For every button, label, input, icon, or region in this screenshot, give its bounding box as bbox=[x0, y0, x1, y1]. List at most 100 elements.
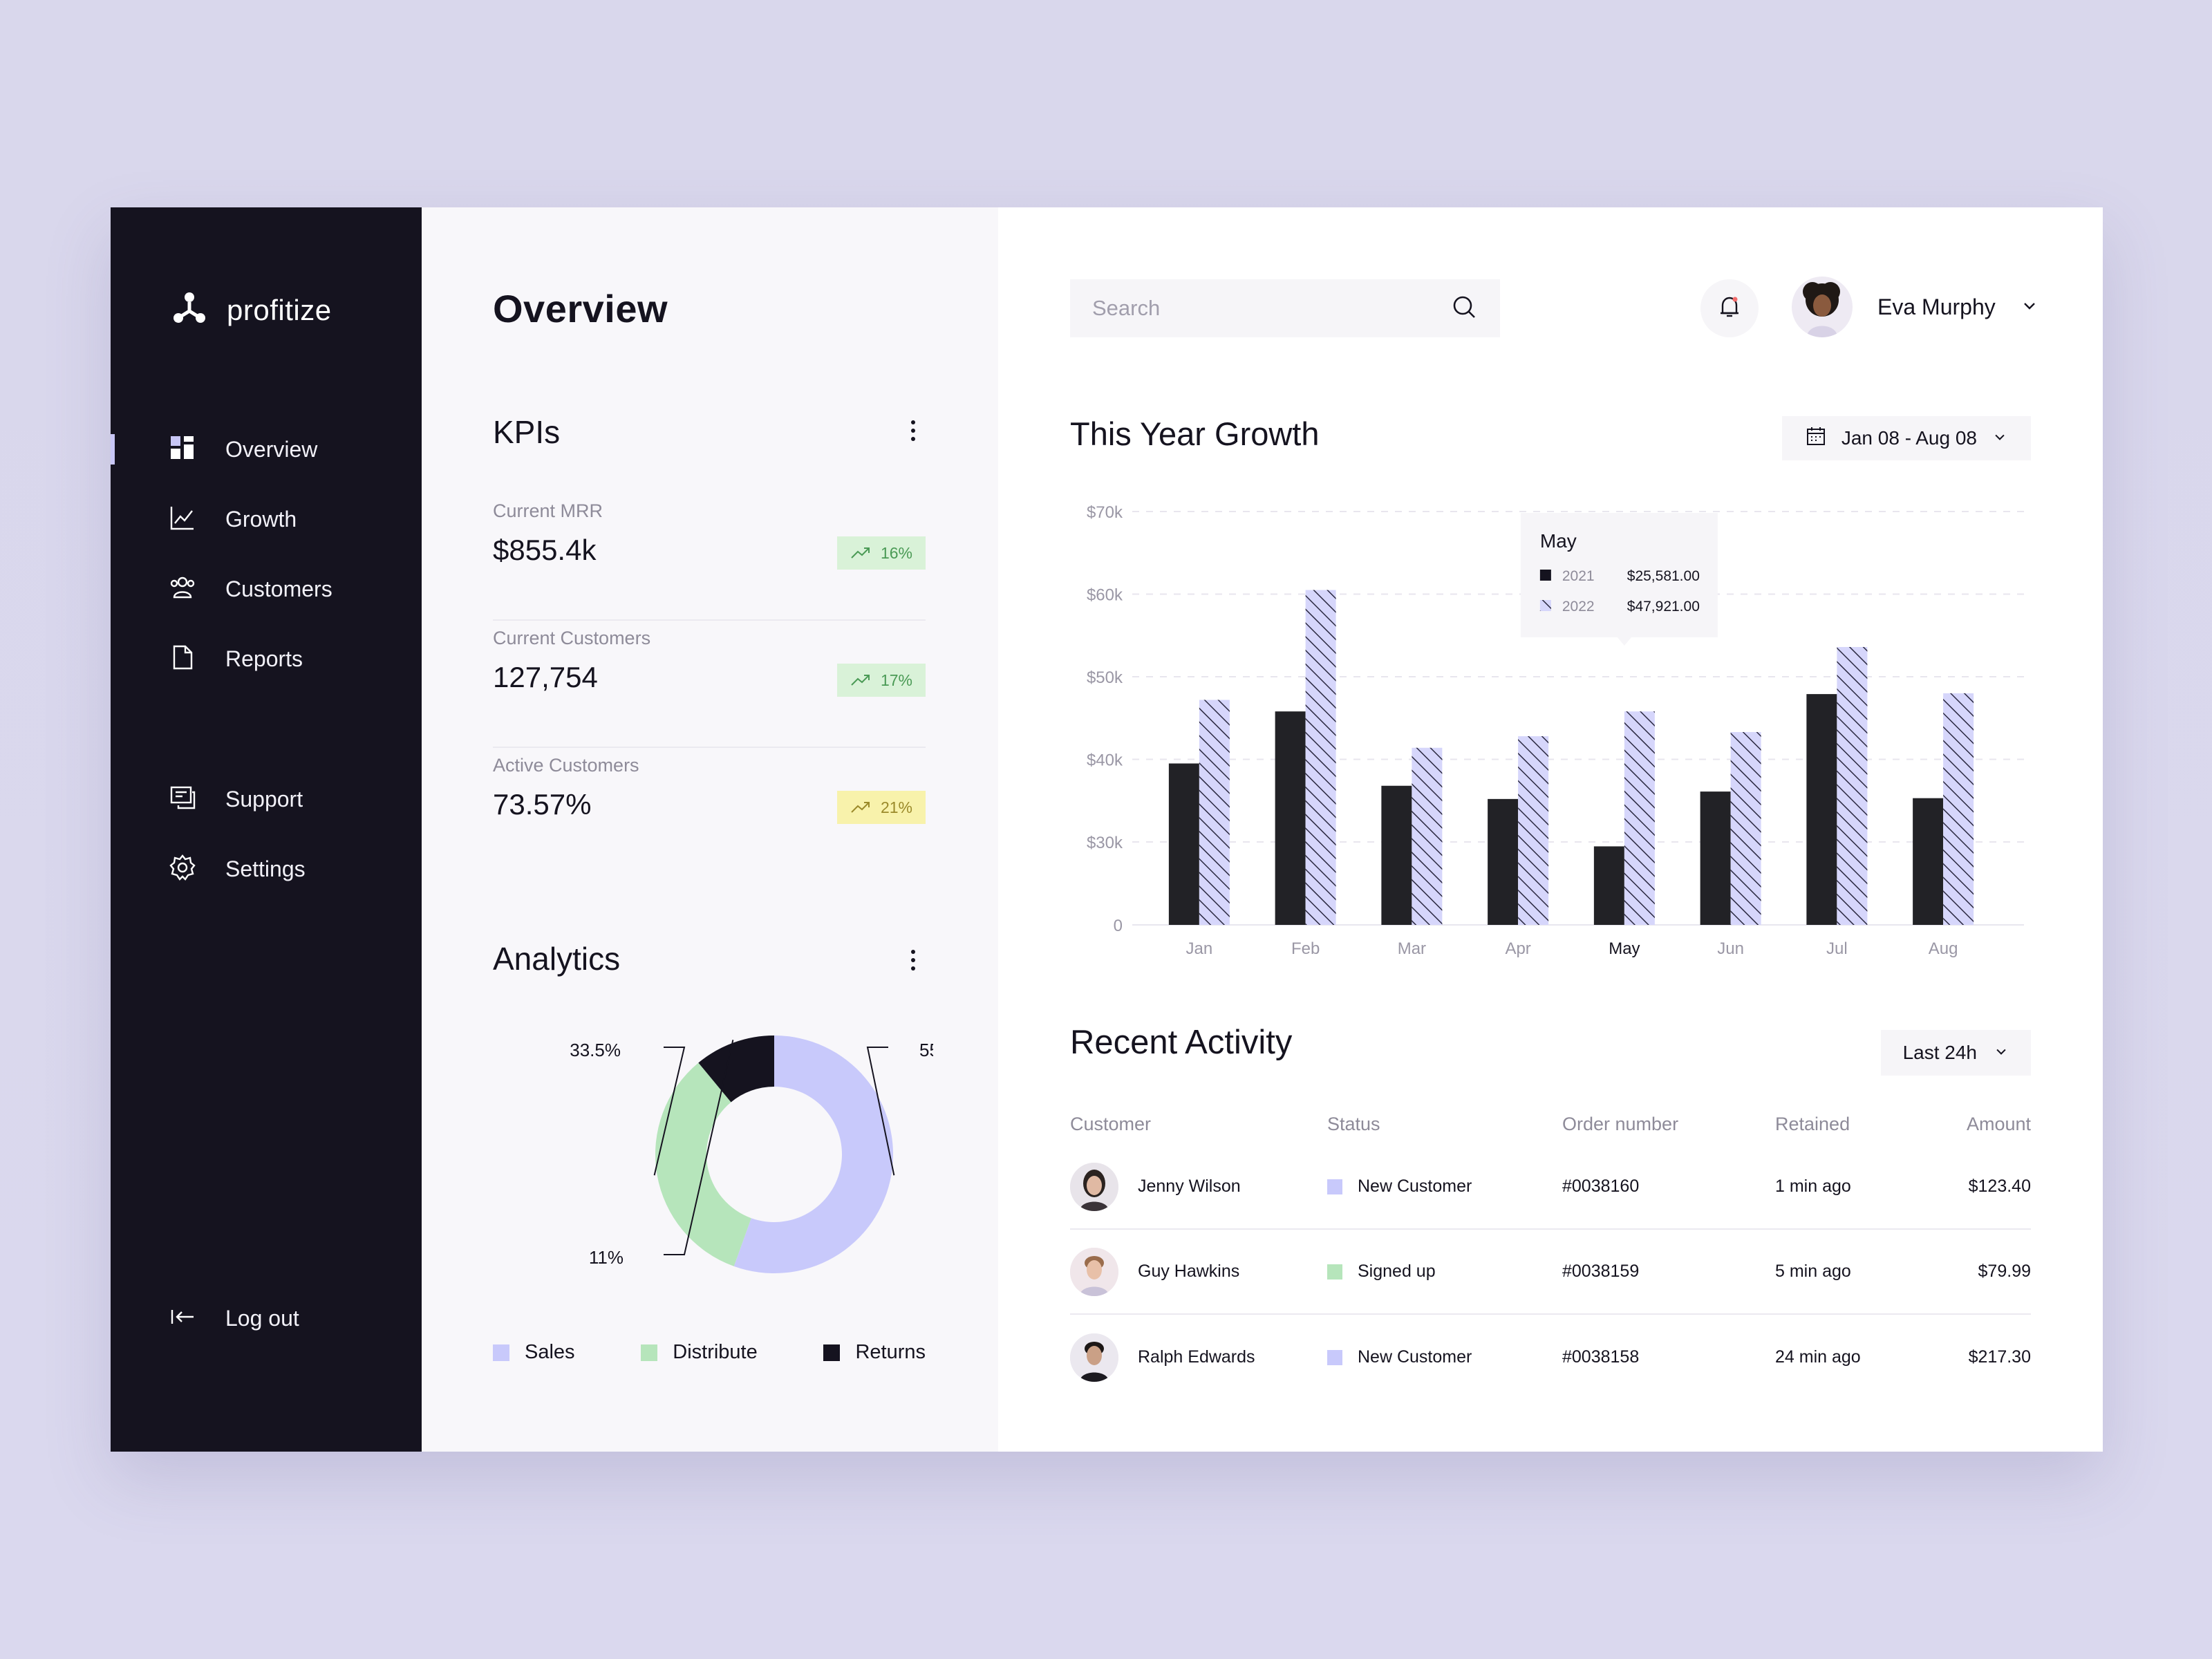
search-icon[interactable] bbox=[1450, 293, 1478, 324]
customer-name: Guy Hawkins bbox=[1138, 1262, 1240, 1281]
donut-slice-sales[interactable] bbox=[733, 1035, 894, 1273]
search-box bbox=[1070, 279, 1500, 337]
sidebar-item-settings[interactable]: Settings bbox=[111, 834, 422, 904]
avatar bbox=[1070, 1162, 1118, 1211]
tooltip-value: $25,581.00 bbox=[1627, 568, 1700, 584]
brand-name: profitize bbox=[227, 293, 332, 326]
bar-2022-jun[interactable] bbox=[1730, 732, 1761, 925]
y-tick-label: $60k bbox=[1087, 586, 1123, 605]
y-tick-label: $50k bbox=[1087, 668, 1123, 687]
donut-slice-returns[interactable] bbox=[698, 1035, 774, 1103]
analytics-menu-button[interactable] bbox=[911, 950, 917, 971]
bar-2022-mar[interactable] bbox=[1412, 747, 1443, 925]
bar-2021-apr[interactable] bbox=[1488, 798, 1519, 925]
column-header[interactable]: Customer bbox=[1070, 1113, 1152, 1134]
kpi-card: Active Customers 73.57% 21% bbox=[493, 748, 926, 875]
trend-up-icon bbox=[851, 547, 870, 559]
kpi-change-value: 16% bbox=[880, 543, 913, 562]
column-header[interactable]: Order number bbox=[1562, 1113, 1679, 1134]
recent-activity-title: Recent Activity bbox=[1070, 1024, 1293, 1061]
table-row[interactable]: Guy Hawkins Signed up #0038159 5 min ago… bbox=[1070, 1230, 2031, 1315]
bar-2021-feb[interactable] bbox=[1275, 711, 1306, 925]
chevron-down-icon bbox=[1994, 1042, 2009, 1064]
bar-2022-feb[interactable] bbox=[1305, 590, 1336, 925]
sidebar-item-customers[interactable]: Customers bbox=[111, 554, 422, 624]
order-number: #0038158 bbox=[1562, 1347, 1640, 1367]
bar-2022-jul[interactable] bbox=[1837, 646, 1868, 925]
kpi-value: 73.57% bbox=[493, 788, 592, 821]
bar-2022-aug[interactable] bbox=[1943, 693, 1974, 925]
support-icon bbox=[169, 784, 196, 815]
x-tick-label: Apr bbox=[1505, 939, 1530, 958]
activity-table: Customer Status Order number Retained Am… bbox=[1070, 1103, 2031, 1400]
kpi-card: Current MRR $855.4k 16% bbox=[493, 494, 926, 621]
sidebar-item-growth[interactable]: Growth bbox=[111, 485, 422, 554]
x-tick-label: Mar bbox=[1398, 939, 1426, 958]
tooltip-pointer bbox=[1617, 637, 1631, 646]
customer-name: Ralph Edwards bbox=[1138, 1347, 1255, 1367]
tooltip-series: 2021 bbox=[1562, 568, 1595, 584]
retained-time: 24 min ago bbox=[1775, 1347, 1861, 1367]
bar-2021-may[interactable] bbox=[1593, 846, 1624, 925]
kpis-title: KPIs bbox=[493, 414, 561, 450]
kpi-value: 127,754 bbox=[493, 661, 598, 693]
bar-2022-apr[interactable] bbox=[1518, 736, 1549, 925]
x-tick-label: May bbox=[1609, 939, 1640, 958]
tooltip-series: 2022 bbox=[1562, 599, 1595, 615]
logout-icon bbox=[169, 1303, 196, 1334]
kpi-change-value: 17% bbox=[880, 671, 913, 689]
column-header[interactable]: Retained bbox=[1775, 1113, 1850, 1134]
sidebar: profitize Overview Growth Customers bbox=[111, 207, 422, 1452]
column-header[interactable]: Status bbox=[1327, 1113, 1380, 1134]
table-row[interactable]: Ralph Edwards New Customer #0038158 24 m… bbox=[1070, 1315, 2031, 1400]
tooltip-value: $47,921.00 bbox=[1627, 599, 1700, 615]
bar-2021-aug[interactable] bbox=[1913, 798, 1944, 925]
document-icon bbox=[169, 644, 196, 675]
sidebar-item-label: Reports bbox=[225, 646, 303, 671]
trend-up-icon bbox=[851, 802, 870, 813]
chart-tooltip: May 2021 $25,581.00 2022 $47,921.00 bbox=[1520, 513, 1718, 646]
bar-2022-may[interactable] bbox=[1624, 711, 1655, 925]
sidebar-item-reports[interactable]: Reports bbox=[111, 624, 422, 694]
tooltip-title: May bbox=[1540, 530, 1577, 552]
logout-button[interactable]: Log out bbox=[169, 1303, 299, 1334]
donut-percent-label: 33.5% bbox=[570, 1040, 621, 1060]
calendar-icon bbox=[1806, 426, 1826, 451]
sidebar-item-label: Support bbox=[225, 787, 303, 812]
search-input[interactable] bbox=[1092, 296, 1424, 321]
y-tick-label: $40k bbox=[1087, 751, 1123, 770]
kpis-menu-button[interactable] bbox=[911, 420, 917, 441]
gear-icon bbox=[169, 854, 196, 885]
bell-icon bbox=[1716, 293, 1743, 324]
notifications-button[interactable] bbox=[1700, 279, 1759, 337]
bar-2021-jan[interactable] bbox=[1168, 763, 1199, 925]
kpi-label: Current Customers bbox=[493, 628, 651, 648]
date-range-picker[interactable]: Jan 08 - Aug 08 bbox=[1781, 416, 2031, 460]
chevron-down-icon bbox=[2021, 297, 2038, 318]
table-row[interactable]: Jenny Wilson New Customer #0038160 1 min… bbox=[1070, 1145, 2031, 1230]
column-header[interactable]: Amount bbox=[1966, 1113, 2031, 1134]
user-name: Eva Murphy bbox=[1877, 294, 1996, 319]
status-swatch bbox=[1327, 1179, 1342, 1194]
sidebar-item-overview[interactable]: Overview bbox=[111, 415, 422, 485]
activity-range-picker[interactable]: Last 24h bbox=[1880, 1030, 2031, 1076]
user-menu[interactable]: Eva Murphy bbox=[1792, 276, 2038, 337]
sidebar-item-support[interactable]: Support bbox=[111, 765, 422, 834]
donut-percent-label: 11% bbox=[589, 1247, 624, 1268]
amount: $123.40 bbox=[1968, 1177, 2031, 1196]
x-tick-label: Aug bbox=[1929, 939, 1958, 958]
bar-2021-mar[interactable] bbox=[1381, 785, 1412, 925]
users-icon bbox=[169, 574, 196, 605]
bar-2021-jul[interactable] bbox=[1806, 694, 1837, 925]
analytics-legend: Sales Distribute Returns bbox=[493, 1341, 926, 1364]
kpi-change-badge: 21% bbox=[837, 791, 926, 824]
bar-2021-jun[interactable] bbox=[1700, 791, 1731, 925]
brand[interactable]: profitize bbox=[170, 289, 332, 331]
legend-item-returns: Returns bbox=[823, 1341, 926, 1364]
donut-slice-distribute[interactable] bbox=[655, 1062, 751, 1266]
sidebar-item-label: Overview bbox=[225, 437, 318, 462]
status-label: New Customer bbox=[1358, 1177, 1472, 1196]
bar-2022-jan[interactable] bbox=[1199, 700, 1230, 925]
sidebar-item-label: Settings bbox=[225, 856, 306, 881]
overview-panel: Overview KPIs Current MRR $855.4k 16% Cu… bbox=[422, 207, 998, 1452]
